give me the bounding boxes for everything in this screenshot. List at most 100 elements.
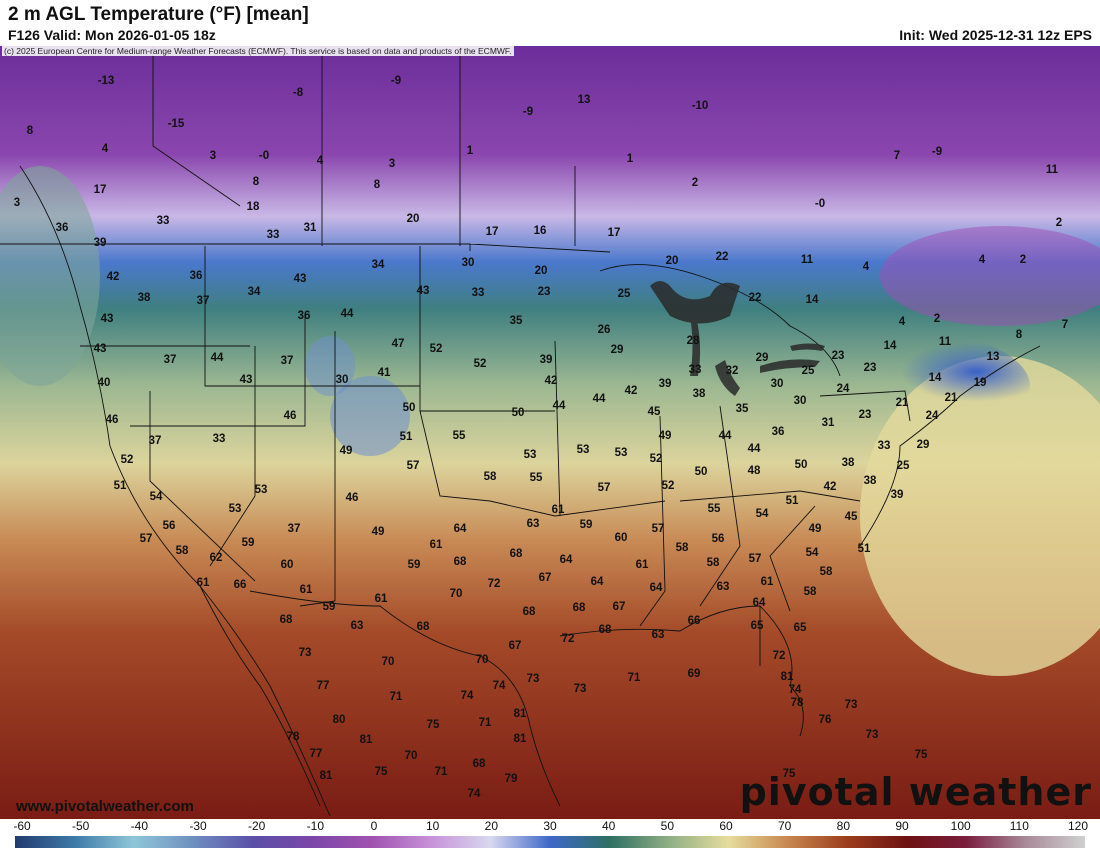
temperature-value: 70 bbox=[475, 654, 489, 666]
temperature-value: 22 bbox=[715, 251, 729, 263]
init-time: Init: Wed 2025-12-31 12z EPS bbox=[899, 27, 1092, 43]
temperature-value: 33 bbox=[877, 440, 891, 452]
temperature-value: 44 bbox=[210, 352, 224, 364]
scale-tick-label: -30 bbox=[189, 819, 207, 833]
temperature-value: 58 bbox=[175, 545, 189, 557]
temperature-value: 64 bbox=[649, 582, 663, 594]
temperature-value: 73 bbox=[844, 699, 858, 711]
temperature-field bbox=[0, 46, 1100, 819]
temperature-value: 7 bbox=[893, 150, 901, 162]
temperature-value: 11 bbox=[938, 336, 952, 348]
temperature-value: 32 bbox=[725, 365, 739, 377]
temperature-value: 14 bbox=[805, 294, 819, 306]
temperature-value: 68 bbox=[522, 606, 536, 618]
temperature-value: 29 bbox=[755, 352, 769, 364]
temperature-value: 46 bbox=[283, 410, 297, 422]
temperature-value: 72 bbox=[772, 650, 786, 662]
scale-tick-label: 120 bbox=[1067, 819, 1089, 833]
temperature-value: 23 bbox=[858, 409, 872, 421]
temperature-value: 74 bbox=[460, 690, 474, 702]
temperature-value: 52 bbox=[429, 343, 443, 355]
temperature-value: 4 bbox=[898, 316, 906, 328]
temperature-value: 30 bbox=[461, 257, 475, 269]
temperature-value: 64 bbox=[453, 523, 467, 535]
temperature-value: 4 bbox=[316, 155, 324, 167]
temperature-value: 14 bbox=[928, 372, 942, 384]
temperature-value: 23 bbox=[537, 286, 551, 298]
temperature-value: 3 bbox=[388, 158, 396, 170]
scale-tick-label: 0 bbox=[370, 819, 378, 833]
temperature-value: 50 bbox=[402, 402, 416, 414]
temperature-value: 2 bbox=[1019, 254, 1027, 266]
temperature-value: 81 bbox=[319, 770, 333, 782]
temperature-value: 35 bbox=[735, 403, 749, 415]
temperature-value: 14 bbox=[883, 340, 897, 352]
temperature-value: 56 bbox=[711, 533, 725, 545]
temperature-value: 18 bbox=[246, 201, 260, 213]
temperature-value: 33 bbox=[212, 433, 226, 445]
temperature-value: 37 bbox=[280, 355, 294, 367]
temperature-value: 64 bbox=[590, 576, 604, 588]
temperature-value: 37 bbox=[287, 523, 301, 535]
scale-tick-label: 10 bbox=[425, 819, 440, 833]
temperature-value: 21 bbox=[895, 397, 909, 409]
temperature-value: 53 bbox=[614, 447, 628, 459]
temperature-value: 35 bbox=[509, 315, 523, 327]
temperature-value: 50 bbox=[794, 459, 808, 471]
temperature-value: 42 bbox=[624, 385, 638, 397]
temperature-value: -0 bbox=[258, 150, 270, 162]
temperature-value: 1 bbox=[626, 153, 634, 165]
temperature-value: 39 bbox=[539, 354, 553, 366]
temperature-value: 67 bbox=[508, 640, 522, 652]
temperature-value: 69 bbox=[687, 668, 701, 680]
temperature-value: 74 bbox=[492, 680, 506, 692]
temperature-value: 22 bbox=[748, 292, 762, 304]
temperature-value: 20 bbox=[406, 213, 420, 225]
temperature-value: 61 bbox=[760, 576, 774, 588]
temperature-value: 45 bbox=[844, 511, 858, 523]
temperature-value: 71 bbox=[478, 717, 492, 729]
temperature-map[interactable]: (c) 2025 European Centre for Medium-rang… bbox=[0, 46, 1100, 819]
scale-tick-label: 60 bbox=[719, 819, 733, 833]
temperature-value: 77 bbox=[309, 748, 323, 760]
temperature-value: 57 bbox=[406, 460, 420, 472]
temperature-value: 50 bbox=[694, 466, 708, 478]
temperature-value: 48 bbox=[747, 465, 761, 477]
temperature-value: 59 bbox=[407, 559, 421, 571]
temperature-value: 7 bbox=[1061, 319, 1069, 331]
site-watermark[interactable]: www.pivotalweather.com bbox=[16, 798, 194, 815]
temperature-value: 25 bbox=[801, 365, 815, 377]
temperature-value: 1 bbox=[466, 145, 474, 157]
temperature-value: 42 bbox=[106, 271, 120, 283]
temperature-value: 61 bbox=[299, 584, 313, 596]
temperature-value: -9 bbox=[522, 106, 534, 118]
temperature-value: 63 bbox=[651, 629, 665, 641]
scale-tick-label: 50 bbox=[660, 819, 675, 833]
temperature-value: 44 bbox=[718, 430, 732, 442]
temperature-value: 44 bbox=[592, 393, 606, 405]
temperature-value: 2 bbox=[933, 313, 941, 325]
temperature-value: 28 bbox=[686, 335, 700, 347]
temperature-value: 24 bbox=[836, 383, 850, 395]
temperature-value: 57 bbox=[748, 553, 762, 565]
temperature-value: 8 bbox=[26, 125, 34, 137]
temperature-value: 25 bbox=[617, 288, 631, 300]
temperature-value: 46 bbox=[345, 492, 359, 504]
temperature-value: 34 bbox=[371, 259, 385, 271]
temperature-value: 33 bbox=[471, 287, 485, 299]
temperature-value: 58 bbox=[483, 471, 497, 483]
temperature-value: 36 bbox=[189, 270, 203, 282]
temperature-value: 68 bbox=[416, 621, 430, 633]
temperature-value: 54 bbox=[149, 491, 163, 503]
temperature-value: 30 bbox=[335, 374, 349, 386]
temperature-value: 53 bbox=[523, 449, 537, 461]
temperature-value: 37 bbox=[163, 354, 177, 366]
temperature-value: 59 bbox=[241, 537, 255, 549]
temperature-value: 42 bbox=[544, 375, 558, 387]
temperature-value: 39 bbox=[890, 489, 904, 501]
temperature-value: 51 bbox=[399, 431, 413, 443]
color-scale: -60 -50 -40 -30 -20 -10 0 10 20 30 40 50 60 70 80 90 100… bbox=[0, 819, 1100, 850]
temperature-value: 8 bbox=[252, 176, 260, 188]
temperature-value: 55 bbox=[529, 472, 543, 484]
temperature-value: 51 bbox=[785, 495, 799, 507]
